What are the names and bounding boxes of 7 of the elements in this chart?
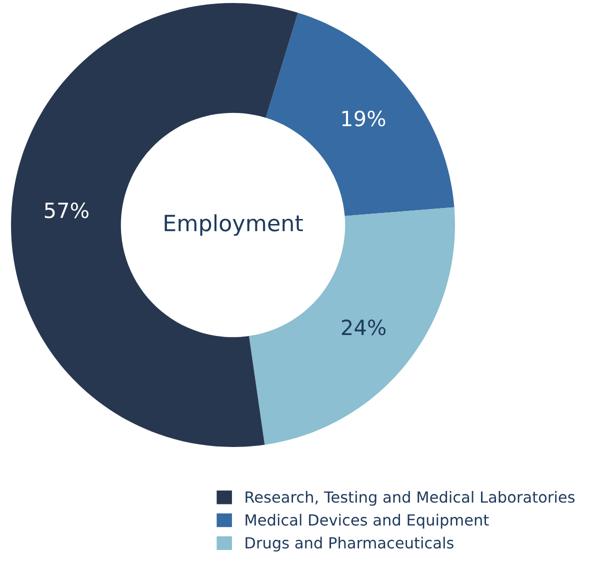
legend-label: Medical Devices and Equipment — [246, 514, 489, 529]
data-label: 57% — [44, 202, 88, 218]
text: Employment — [164, 214, 303, 236]
legend-label: Research, Testing and Medical Laboratories — [246, 490, 575, 506]
data-label: 19% — [342, 110, 386, 126]
legend-label: Drugs and Pharmaceuticals — [246, 536, 454, 552]
data-label: 24% — [342, 320, 386, 336]
